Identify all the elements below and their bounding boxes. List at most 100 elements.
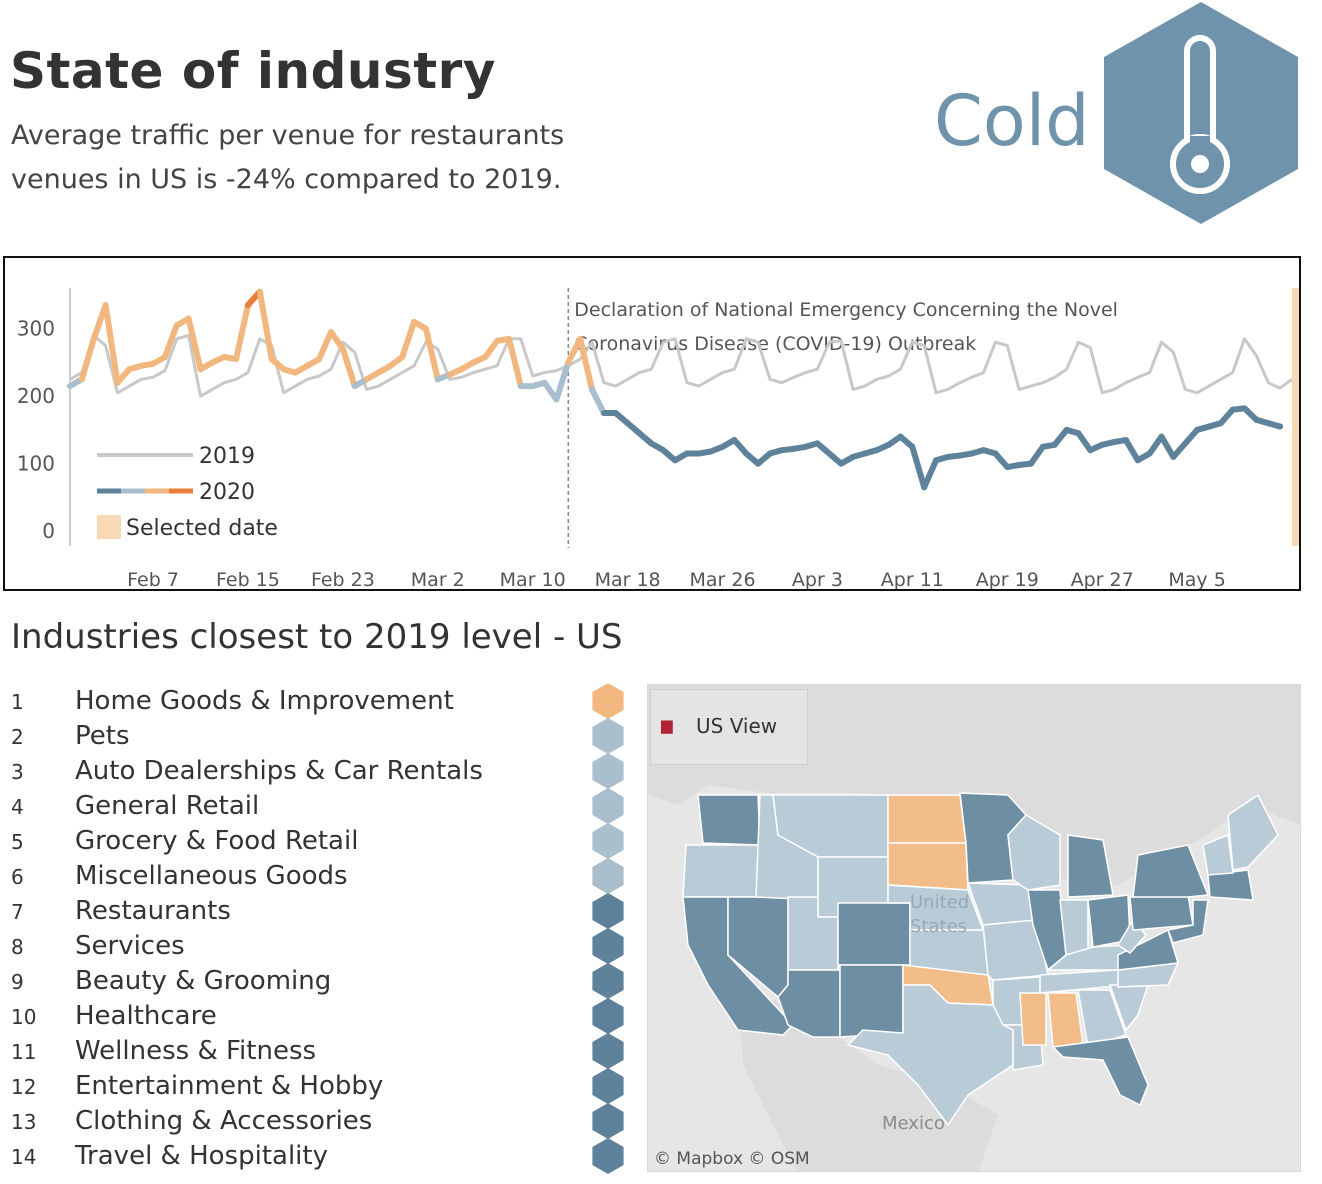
x-tick-label: Mar 2	[411, 569, 465, 589]
traffic-chart[interactable]: 300 200 100 0 Feb 7 Feb 15 Feb 23 Mar 2 Mar 10 Ma…	[3, 256, 1301, 591]
x-tick-label: Feb 23	[311, 569, 375, 589]
industry-rank: 5	[11, 830, 24, 854]
series-2020-segment	[1146, 433, 1165, 457]
industry-hex-marker[interactable]	[592, 1103, 624, 1139]
x-tick-label: Apr 19	[976, 569, 1039, 589]
industry-hex-marker[interactable]	[592, 998, 624, 1034]
industry-hex-marker[interactable]	[592, 858, 624, 894]
industry-row[interactable]: 12 Entertainment & Hobby	[0, 1071, 580, 1106]
series-2020-segment	[505, 335, 524, 390]
selected-date-band	[1292, 288, 1299, 546]
industry-row[interactable]: 2 Pets	[0, 721, 580, 756]
x-tick-label: Mar 18	[595, 569, 661, 589]
legend-2020-label: 2020	[199, 480, 255, 505]
industry-rank: 1	[11, 690, 24, 714]
state-north-dakota[interactable]	[887, 794, 967, 844]
industry-hex-marker[interactable]	[592, 963, 624, 999]
x-tick-label: Apr 3	[792, 569, 843, 589]
industry-row[interactable]: 1 Home Goods & Improvement	[0, 686, 580, 721]
state-florida[interactable]	[1051, 1036, 1149, 1107]
state-alabama[interactable]	[1047, 992, 1084, 1048]
industry-row[interactable]: 7 Restaurants	[0, 896, 580, 931]
map-label-united-states: United States	[910, 892, 970, 937]
industry-row[interactable]: 4 General Retail	[0, 791, 580, 826]
industry-rank: 8	[11, 935, 24, 959]
x-tick-label: Apr 11	[881, 569, 944, 589]
state-new-england-south[interactable]	[1207, 869, 1254, 901]
series-2020-segment	[482, 337, 501, 361]
state-new-jersey-maryland[interactable]	[1166, 899, 1209, 944]
industry-name: Home Goods & Improvement	[75, 686, 454, 716]
industry-hex-marker[interactable]	[592, 1033, 624, 1069]
state-texas[interactable]	[846, 984, 1014, 1127]
thermometer-bulb-core	[1191, 155, 1209, 173]
state-south-dakota[interactable]	[887, 842, 969, 891]
industry-rank: 10	[11, 1005, 37, 1029]
state-pennsylvania[interactable]	[1129, 894, 1194, 931]
series-2020-segment	[589, 386, 607, 417]
industry-name: Miscellaneous Goods	[75, 861, 348, 891]
industry-name: Beauty & Grooming	[75, 966, 332, 996]
industry-name: Entertainment & Hobby	[75, 1071, 384, 1101]
traffic-line-chart: 300 200 100 0 Feb 7 Feb 15 Feb 23 Mar 2 Mar 10 Ma…	[17, 288, 1299, 589]
industry-hex-marker[interactable]	[592, 1138, 624, 1174]
industry-rank: 4	[11, 795, 24, 819]
state-wisconsin[interactable]	[1007, 814, 1061, 891]
industry-row[interactable]: 10 Healthcare	[0, 1001, 580, 1036]
state-new-mexico[interactable]	[839, 964, 904, 1038]
state-vermont-nh[interactable]	[1202, 833, 1234, 876]
y-tick-label: 300	[17, 317, 55, 341]
industry-hex-column	[592, 684, 624, 1174]
series-2020-segment	[316, 329, 335, 363]
industry-row[interactable]: 8 Services	[0, 931, 580, 966]
us-choropleth-map[interactable]	[648, 685, 1301, 1172]
series-2020-segment	[233, 302, 251, 363]
series-2020-segment	[909, 443, 928, 491]
industry-hex-marker[interactable]	[592, 1068, 624, 1104]
state-new-york[interactable]	[1132, 844, 1210, 898]
industry-name: General Retail	[75, 791, 260, 821]
state-mississippi[interactable]	[1019, 992, 1047, 1046]
industry-row[interactable]: 9 Beauty & Grooming	[0, 966, 580, 1001]
industry-rank: 13	[11, 1110, 37, 1134]
industry-row[interactable]: 14 Travel & Hospitality	[0, 1141, 580, 1176]
legend-selected-swatch	[97, 515, 121, 539]
industry-hex-marker[interactable]	[592, 753, 624, 789]
industry-hex-marker[interactable]	[592, 928, 624, 964]
industry-rank: 14	[11, 1145, 37, 1169]
industry-hex-marker[interactable]	[592, 684, 624, 719]
state-virginia[interactable]	[1117, 928, 1179, 971]
series-2020-segment	[1051, 426, 1070, 448]
industry-row[interactable]: 6 Miscellaneous Goods	[0, 861, 580, 896]
page-subtitle: Average traffic per venue for restaurant…	[11, 114, 651, 202]
state-maine[interactable]	[1227, 793, 1279, 871]
industry-row[interactable]: 11 Wellness & Fitness	[0, 1036, 580, 1071]
industry-hex-marker[interactable]	[592, 823, 624, 859]
industry-hex-marker[interactable]	[592, 788, 624, 824]
x-tick-label: Mar 10	[500, 569, 566, 589]
state-oregon[interactable]	[682, 844, 761, 898]
industry-row[interactable]: 13 Clothing & Accessories	[0, 1106, 580, 1141]
industry-rank: 9	[11, 970, 24, 994]
industry-hex-marker[interactable]	[592, 718, 624, 754]
x-tick-label: Mar 26	[689, 569, 755, 589]
series-2020-segment	[328, 329, 346, 352]
state-michigan[interactable]	[1067, 834, 1114, 898]
industry-name: Wellness & Fitness	[75, 1036, 317, 1066]
status-label: Cold	[934, 80, 1090, 162]
industry-rank: 7	[11, 900, 24, 924]
industry-hex-marker[interactable]	[592, 893, 624, 929]
series-2020-segment	[256, 288, 275, 363]
legend-selected-label: Selected date	[126, 516, 278, 541]
state-georgia[interactable]	[1077, 989, 1127, 1048]
us-flag-icon: ▆	[661, 716, 673, 734]
x-tick-label: May 5	[1168, 569, 1225, 589]
industry-row[interactable]: 3 Auto Dealerships & Car Rentals	[0, 756, 580, 791]
us-view-button[interactable]: ▆ US View	[650, 689, 808, 765]
canada-land	[648, 685, 1300, 885]
state-colorado[interactable]	[837, 902, 911, 966]
industry-row[interactable]: 5 Grocery & Food Retail	[0, 826, 580, 861]
state-washington[interactable]	[697, 794, 761, 846]
industry-name: Restaurants	[75, 896, 231, 926]
us-map[interactable]: ▆ US View United States Mexico © Mapbox …	[647, 684, 1301, 1172]
